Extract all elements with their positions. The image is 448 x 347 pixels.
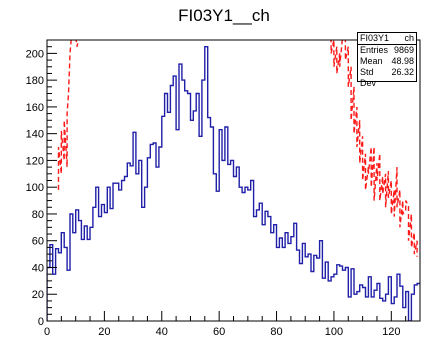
stats-entries-row: Entries 9869 bbox=[358, 45, 416, 56]
chart-title: FI03Y1__ch bbox=[178, 6, 270, 25]
x-tick-label: 20 bbox=[98, 326, 110, 338]
stats-stddev-row: Std Dev 26.32 bbox=[358, 67, 416, 89]
y-tick-label: 140 bbox=[26, 129, 44, 141]
stats-stddev-label: Std Dev bbox=[360, 67, 377, 88]
x-tick-label: 0 bbox=[44, 326, 50, 338]
stats-mean-value: 48.98 bbox=[391, 56, 414, 66]
y-tick-label: 80 bbox=[32, 209, 44, 221]
y-tick-label: 180 bbox=[26, 75, 44, 87]
stats-mean-row: Mean 48.98 bbox=[358, 56, 416, 67]
dashed-overlay-segment-1 bbox=[75, 40, 79, 47]
axis-layer: 0 20 40 60 80 100 120 140 160 180 200 0 20 40 60 80 100 1… bbox=[26, 39, 421, 338]
dashed-overlay-segment-0 bbox=[57, 40, 72, 190]
y-tick-label: 120 bbox=[26, 155, 44, 167]
y-tick-label: 160 bbox=[26, 102, 44, 114]
stats-entries-label: Entries bbox=[360, 45, 389, 55]
x-tick-label: 100 bbox=[325, 326, 343, 338]
y-tick-label: 200 bbox=[26, 48, 44, 60]
stats-box-name: FI03Y1 bbox=[360, 33, 390, 43]
histogram-line bbox=[47, 46, 420, 321]
stats-box: FI03Y1 ch Entries 9869 Mean 48.98 Std De… bbox=[357, 32, 417, 88]
dashed-overlay-segment-2 bbox=[330, 40, 343, 74]
dashed-overlay-segment-3 bbox=[344, 40, 418, 257]
series-layer bbox=[47, 40, 420, 321]
y-tick-label: 0 bbox=[38, 316, 44, 328]
x-tick-label: 120 bbox=[382, 326, 400, 338]
x-tick-label: 60 bbox=[213, 326, 225, 338]
stats-box-header: FI03Y1 ch bbox=[358, 33, 416, 45]
x-tick-label: 40 bbox=[156, 326, 168, 338]
stats-box-name-suffix: ch bbox=[404, 33, 414, 43]
stats-entries-value: 9869 bbox=[393, 45, 414, 55]
stats-stddev-value: 26.32 bbox=[391, 67, 414, 77]
y-tick-label: 40 bbox=[32, 262, 44, 274]
y-tick-label: 20 bbox=[32, 289, 44, 301]
y-tick-label: 60 bbox=[32, 236, 44, 248]
x-tick-label: 80 bbox=[270, 326, 282, 338]
y-tick-label: 100 bbox=[26, 182, 44, 194]
stats-mean-label: Mean bbox=[360, 56, 383, 66]
